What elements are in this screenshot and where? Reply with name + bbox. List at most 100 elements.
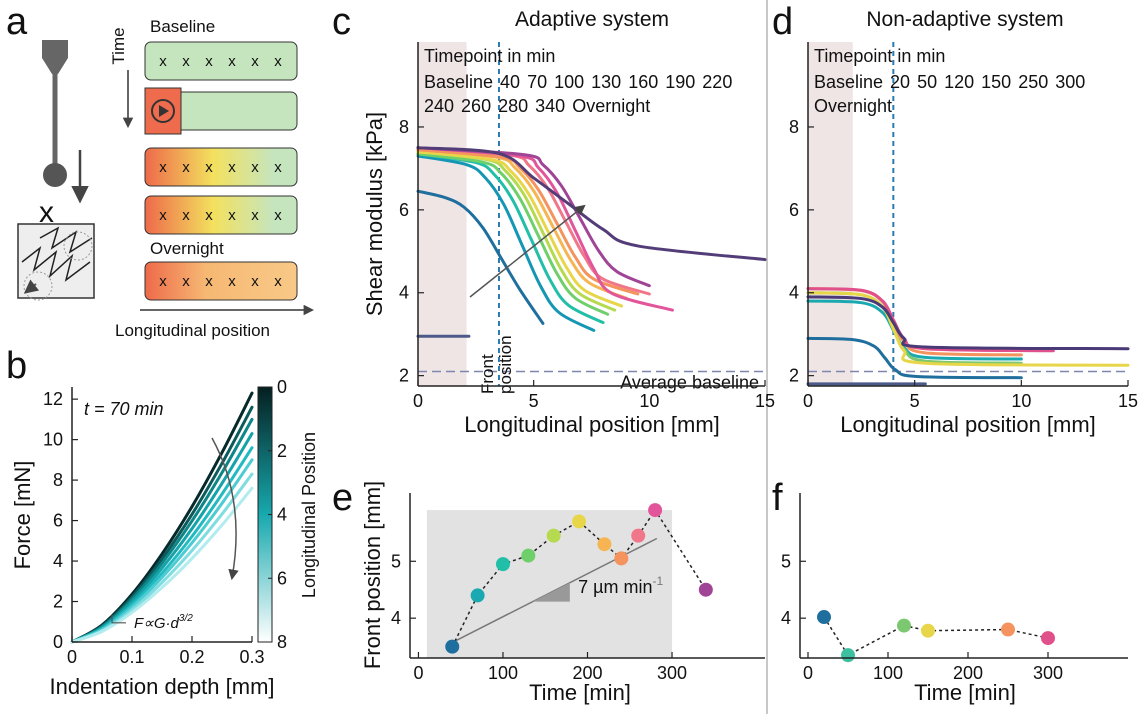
panel-label: e xyxy=(332,477,353,519)
x-tick-label: 0.2 xyxy=(179,647,204,667)
sample-mark: x xyxy=(205,207,213,224)
position-label: Longitudinal position xyxy=(115,321,270,340)
series-line xyxy=(416,150,624,308)
sample-mark: x xyxy=(159,273,167,290)
time-label: Time xyxy=(109,27,128,64)
point xyxy=(470,588,485,603)
x-tick-label: 0 xyxy=(67,647,77,667)
y-tick-label: 6 xyxy=(399,200,409,220)
legend-entry: 20 xyxy=(890,72,910,92)
colorbar-tick-label: 6 xyxy=(277,568,287,588)
colorbar-tick-label: 2 xyxy=(277,441,287,461)
cell xyxy=(23,271,53,301)
front-label: Front xyxy=(478,354,497,394)
row-label: Overnight xyxy=(150,239,224,258)
sample-mark: x xyxy=(228,207,236,224)
y-tick-label: 5 xyxy=(391,551,401,571)
legend-entry: 240 xyxy=(424,96,454,116)
sample-mark: x xyxy=(205,273,213,290)
sample-mark: x xyxy=(205,53,213,70)
sample-marks: x x x x x xx x x x x xx x x x x xx x x x x x xyxy=(159,53,282,290)
legend-entry: 70 xyxy=(527,72,547,92)
y-tick-label: 8 xyxy=(53,470,63,490)
sample-mark: x xyxy=(182,273,190,290)
point xyxy=(841,648,855,663)
series-line xyxy=(806,295,1130,351)
x-tick-label: 0 xyxy=(803,391,813,411)
panel-label: d xyxy=(772,1,793,43)
play-icon xyxy=(151,99,175,123)
sample-mark: x xyxy=(159,159,167,176)
x-tick-label: 10 xyxy=(1011,391,1031,411)
sample-mark: x xyxy=(205,159,213,176)
x-tick-label: 5 xyxy=(910,391,920,411)
point xyxy=(921,623,935,638)
series-line xyxy=(416,146,674,312)
legend-entry: 100 xyxy=(554,72,584,92)
probe-head xyxy=(42,40,68,74)
point xyxy=(597,537,612,552)
y-tick-label: 4 xyxy=(399,283,409,303)
colorbar-tick-label: 0 xyxy=(277,377,287,397)
x-tick-label: 300 xyxy=(1033,663,1063,683)
cell-arrow xyxy=(23,279,40,294)
y-tick-label: 8 xyxy=(399,117,409,137)
point xyxy=(572,514,587,529)
slope-triangle xyxy=(532,582,570,602)
y-tick-label: 8 xyxy=(789,117,799,137)
trend-arrow xyxy=(211,437,239,581)
x-axis-label: Longitudinal position [mm] xyxy=(840,412,1096,437)
y-tick-label: 6 xyxy=(789,200,799,220)
panel-label: f xyxy=(772,477,783,519)
series-line xyxy=(416,152,610,316)
legend-entry: 190 xyxy=(665,72,695,92)
formula-text: F∝G·d xyxy=(134,615,180,632)
legend-entry: 150 xyxy=(981,72,1011,92)
point xyxy=(521,548,536,563)
x-tick-label: 15 xyxy=(755,391,775,411)
trend-label-sup: -1 xyxy=(653,574,664,588)
legend-entry: Overnight xyxy=(572,96,650,116)
panel-label: c xyxy=(332,1,351,43)
y-tick-label: 2 xyxy=(53,592,63,612)
x-tick-label: 0.3 xyxy=(239,647,264,667)
x-tick-label: 200 xyxy=(572,663,602,683)
sample-row xyxy=(144,41,298,81)
legend-entry: 160 xyxy=(628,72,658,92)
x-axis-label: Indentation depth [mm] xyxy=(49,674,274,699)
x-axis-label: Time [min] xyxy=(529,680,631,705)
legend-entry: 120 xyxy=(944,72,974,92)
series-line xyxy=(416,148,640,296)
point xyxy=(546,528,561,543)
front-label: position xyxy=(496,335,515,394)
legend-entry: 340 xyxy=(535,96,565,116)
point xyxy=(614,551,629,566)
sample-mark: x xyxy=(251,273,259,290)
y-tick-label: 2 xyxy=(789,366,799,386)
legend-entry: Baseline xyxy=(424,72,493,92)
chart-title: Adaptive system xyxy=(515,8,669,31)
point xyxy=(495,557,510,572)
panel-label: a xyxy=(6,1,28,43)
point xyxy=(631,528,646,543)
sample-row xyxy=(144,261,298,301)
zigzag xyxy=(21,246,91,282)
x-tick-label: 0 xyxy=(413,663,423,683)
legend-title: Timepoint in min xyxy=(814,46,945,66)
annotation: t = 70 min xyxy=(84,399,164,419)
y-tick-label: 4 xyxy=(781,608,791,628)
series-line xyxy=(416,146,767,262)
cell xyxy=(63,231,93,261)
y-tick-label: 10 xyxy=(43,430,63,450)
sample-mark: x xyxy=(274,53,282,70)
point xyxy=(1001,622,1015,637)
sample-mark: x xyxy=(182,207,190,224)
legend-entry: 300 xyxy=(1055,72,1085,92)
x-tick-label: 0 xyxy=(413,391,423,411)
series-line xyxy=(806,336,1023,380)
y-tick-label: 5 xyxy=(781,551,791,571)
x-tick-label: 10 xyxy=(639,391,659,411)
reference-label: Average baseline xyxy=(620,372,759,392)
sample-mark: x xyxy=(274,273,282,290)
